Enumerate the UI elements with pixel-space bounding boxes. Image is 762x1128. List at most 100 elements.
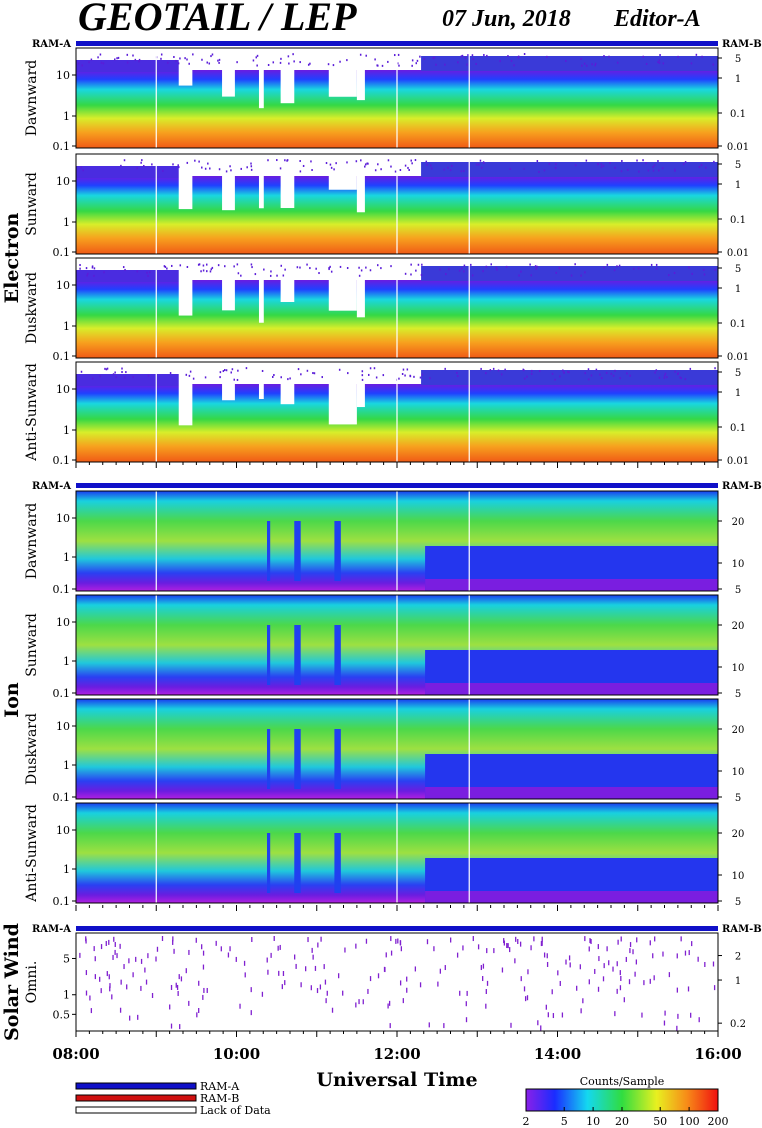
y-tick-label-right: 5 — [735, 897, 741, 908]
y-tick-label-right: 1 — [735, 74, 741, 85]
count-speckle — [482, 976, 484, 982]
count-speckle — [91, 265, 94, 268]
x-tick-label: 14:00 — [534, 1045, 581, 1063]
count-speckle — [364, 163, 367, 166]
count-speckle — [548, 162, 551, 165]
count-speckle — [123, 964, 125, 970]
count-speckle — [663, 376, 666, 379]
count-speckle — [323, 964, 325, 970]
count-speckle — [530, 274, 532, 277]
count-speckle — [161, 936, 164, 941]
count-speckle — [467, 54, 469, 57]
y-tick-label-right: 5 — [735, 54, 741, 65]
count-speckle — [421, 373, 424, 376]
count-speckle — [698, 166, 701, 169]
count-speckle — [316, 988, 319, 994]
count-speckle — [197, 263, 200, 266]
count-speckle — [236, 263, 239, 266]
count-speckle — [538, 369, 541, 372]
colorbar-tick-label: 10 — [586, 1115, 600, 1128]
count-speckle — [523, 167, 525, 170]
count-speckle — [122, 266, 125, 269]
y-tick-label-right: 0.01 — [727, 142, 749, 153]
count-speckle — [410, 159, 412, 162]
count-speckle — [82, 169, 84, 172]
count-speckle — [251, 936, 253, 942]
count-speckle — [120, 979, 122, 985]
count-speckle — [662, 62, 665, 65]
count-speckle — [317, 942, 319, 948]
count-speckle — [170, 984, 173, 990]
count-speckle — [177, 990, 179, 996]
y-tick-label-left: 1 — [63, 759, 70, 772]
count-speckle — [704, 961, 706, 967]
count-speckle — [649, 978, 651, 984]
count-speckle — [339, 60, 341, 63]
count-speckle — [698, 1017, 700, 1023]
count-speckle — [668, 274, 670, 277]
panel-label: Duskward — [24, 272, 40, 344]
count-speckle — [198, 1007, 200, 1013]
count-speckle — [395, 938, 397, 944]
count-speckle — [267, 63, 270, 66]
count-speckle — [614, 166, 616, 169]
count-speckle — [374, 58, 376, 61]
count-speckle — [591, 63, 593, 66]
count-speckle — [186, 161, 189, 164]
y-tick-label-left: 10 — [56, 720, 70, 733]
count-speckle — [700, 164, 703, 167]
panel-frame — [75, 802, 719, 904]
count-speckle — [137, 1014, 139, 1020]
count-speckle — [236, 378, 239, 381]
count-speckle — [307, 63, 310, 66]
count-speckle — [346, 59, 348, 62]
count-speckle — [115, 376, 117, 379]
count-speckle — [581, 64, 583, 67]
count-speckle — [445, 273, 447, 276]
panel-ion-sunward: Sunward 10 1 0.1 20 10 5 — [24, 594, 744, 700]
y-tick-label-left: 1 — [63, 863, 70, 876]
count-speckle — [112, 954, 114, 960]
count-speckle — [520, 976, 522, 982]
count-speckle — [250, 263, 253, 266]
count-speckle — [636, 159, 638, 162]
count-speckle — [192, 377, 195, 380]
count-speckle — [409, 374, 411, 377]
count-speckle — [397, 62, 399, 65]
count-speckle — [217, 264, 220, 267]
y-tick-label-right: 1 — [735, 976, 741, 987]
panel-electron-dawnward: Dawnward 10 1 0.1 5 1 0.1 0.01 — [24, 47, 749, 153]
count-speckle — [387, 1003, 389, 1009]
count-speckle — [536, 265, 538, 268]
count-speckle — [655, 263, 658, 266]
count-speckle — [608, 55, 610, 58]
spectrogram-dip — [334, 521, 341, 581]
count-speckle — [266, 957, 268, 963]
count-speckle — [404, 374, 406, 377]
colorbar-tick-label: 200 — [708, 1115, 729, 1128]
count-speckle — [605, 371, 608, 374]
count-speckle — [546, 953, 548, 959]
count-speckle — [202, 264, 205, 267]
count-speckle — [658, 61, 661, 64]
count-speckle — [206, 61, 209, 64]
count-speckle — [574, 263, 576, 266]
count-speckle — [443, 168, 446, 171]
panel-label: Dawnward — [24, 60, 40, 137]
count-speckle — [492, 367, 495, 370]
count-speckle — [184, 57, 186, 60]
y-tick-label-left: 0.1 — [53, 895, 71, 908]
legend-swatch — [75, 1094, 197, 1102]
count-speckle — [361, 370, 364, 373]
count-speckle — [480, 367, 482, 370]
count-speckle — [116, 57, 118, 60]
count-speckle — [337, 973, 340, 979]
count-speckle — [458, 269, 461, 272]
count-speckle — [175, 59, 177, 62]
count-speckle — [224, 265, 226, 268]
count-speckle — [619, 985, 622, 991]
count-speckle — [655, 267, 658, 270]
count-speckle — [380, 168, 382, 171]
count-speckle — [466, 63, 468, 66]
count-speckle — [210, 55, 212, 58]
